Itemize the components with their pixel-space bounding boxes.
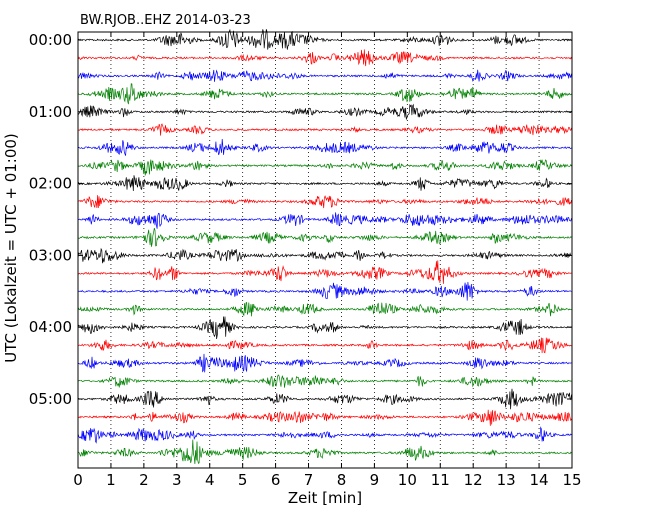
trace-line xyxy=(77,195,572,209)
trace-line xyxy=(77,69,572,82)
x-tick-label: 15 xyxy=(562,471,581,489)
y-axis-label: UTC (Lokalzeit = UTC + 01:00) xyxy=(2,133,20,363)
trace-line xyxy=(77,159,572,176)
x-tick-label: 6 xyxy=(271,471,281,489)
x-axis-label: Zeit [min] xyxy=(288,489,362,507)
y-tick-label: 05:00 xyxy=(29,390,72,408)
x-tick-label: 9 xyxy=(370,471,380,489)
y-tick-label: 03:00 xyxy=(29,246,72,264)
x-tick-label: 14 xyxy=(530,471,549,489)
trace-line xyxy=(77,175,572,192)
trace-line xyxy=(77,337,572,354)
grid-lines xyxy=(110,32,540,468)
trace-line xyxy=(77,374,572,388)
seismic-traces xyxy=(77,28,572,465)
y-tick-label: 01:00 xyxy=(29,103,72,121)
trace-line xyxy=(77,316,572,340)
trace-line xyxy=(77,83,572,105)
trace-line xyxy=(77,212,572,229)
x-tick-label: 13 xyxy=(497,471,516,489)
trace-line xyxy=(77,28,572,50)
x-tick-label: 12 xyxy=(464,471,483,489)
x-tick-label: 5 xyxy=(238,471,248,489)
x-tick-label: 10 xyxy=(398,471,417,489)
plot-frame xyxy=(77,31,573,469)
trace-line xyxy=(77,282,572,301)
trace-line xyxy=(77,247,572,264)
x-tick-label: 1 xyxy=(106,471,116,489)
trace-line xyxy=(77,139,572,156)
trace-line xyxy=(77,227,572,247)
trace-line xyxy=(77,409,572,426)
trace-line xyxy=(77,353,572,373)
y-tick-label: 00:00 xyxy=(29,31,72,49)
x-tick-label: 11 xyxy=(431,471,450,489)
chart-title: BW.RJOB..EHZ 2014-03-23 xyxy=(80,13,251,28)
x-tick-label: 3 xyxy=(172,471,182,489)
y-tick-label: 02:00 xyxy=(29,175,72,193)
x-tick-label: 4 xyxy=(205,471,215,489)
trace-line xyxy=(77,49,572,67)
trace-line xyxy=(77,439,572,465)
y-tick-label: 04:00 xyxy=(29,318,72,336)
trace-line xyxy=(77,123,572,136)
trace-line xyxy=(77,103,572,121)
x-tick-label: 8 xyxy=(337,471,347,489)
x-tick-label: 7 xyxy=(304,471,314,489)
trace-line xyxy=(77,302,572,317)
x-tick-label: 0 xyxy=(73,471,83,489)
axis-ticks: 0 1 2 3 4 5 6 7 8 9 10 11 12 13 14 1500:0001:0002:0003:… xyxy=(29,31,582,489)
trace-line xyxy=(77,426,572,444)
trace-line xyxy=(77,388,572,410)
x-tick-label: 2 xyxy=(139,471,149,489)
trace-line xyxy=(77,260,572,284)
